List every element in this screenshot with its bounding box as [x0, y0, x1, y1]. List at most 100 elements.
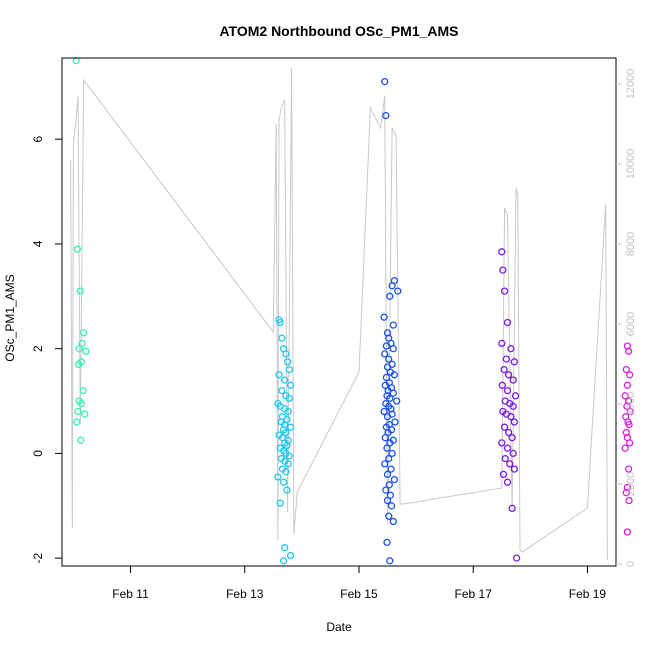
data-point	[76, 287, 84, 295]
series-1	[274, 316, 295, 565]
data-point	[512, 554, 521, 562]
data-point	[276, 499, 284, 507]
x-tick-label: Feb 13	[226, 587, 264, 601]
data-point	[77, 399, 86, 408]
x-tick-label: Feb 17	[455, 587, 493, 601]
data-point	[282, 350, 290, 358]
altitude-series-line	[70, 67, 608, 561]
data-point	[393, 397, 401, 405]
secondary-y-axis: 0 2000 4000 6000 8000 10000 12000	[616, 69, 637, 567]
data-point	[500, 365, 508, 374]
data-point	[506, 460, 514, 468]
data-point	[380, 407, 388, 416]
data-point	[625, 496, 633, 505]
data-point	[498, 439, 506, 447]
data-point	[79, 386, 87, 395]
y2-tick-label: 0	[625, 561, 637, 567]
data-point	[507, 413, 515, 421]
data-point	[623, 528, 632, 536]
y2-tick-label: 12000	[625, 69, 637, 100]
y-tick-label: 6	[31, 136, 45, 143]
data-point	[282, 468, 290, 476]
data-point	[383, 444, 391, 452]
data-point	[80, 329, 88, 337]
data-point	[286, 551, 295, 560]
data-point	[501, 454, 509, 463]
data-point	[281, 544, 289, 552]
data-point	[388, 449, 396, 458]
plot-frame	[61, 57, 617, 567]
data-point	[381, 434, 389, 442]
data-point	[507, 345, 515, 353]
data-point	[626, 439, 634, 447]
data-point	[278, 386, 286, 395]
data-point	[382, 486, 390, 494]
data-point	[498, 248, 506, 256]
data-point	[283, 486, 291, 494]
data-point	[385, 512, 393, 520]
data-point	[510, 465, 518, 473]
data-point	[285, 452, 293, 460]
data-point	[510, 358, 518, 366]
data-point	[385, 355, 393, 363]
data-point	[274, 473, 282, 481]
data-point	[626, 407, 634, 416]
data-point	[286, 423, 295, 431]
data-point	[499, 470, 508, 479]
data-point	[281, 376, 289, 384]
y2-tick-label: 10000	[625, 149, 637, 180]
y-axis: -2 0 2 4 6	[31, 136, 62, 563]
data-point	[500, 287, 509, 295]
data-point	[511, 392, 520, 400]
data-point	[282, 428, 290, 437]
series-4	[621, 342, 634, 536]
plot-area	[61, 56, 634, 567]
data-point	[283, 441, 291, 450]
x-axis-label: Date	[326, 620, 352, 634]
data-point	[500, 423, 509, 431]
data-point	[394, 287, 402, 295]
data-point	[621, 392, 629, 400]
data-point	[74, 360, 83, 369]
data-point	[279, 478, 288, 486]
data-point	[509, 449, 517, 458]
series-0	[72, 56, 90, 444]
y-tick-label: 2	[31, 345, 45, 352]
data-point	[498, 339, 506, 348]
data-point	[509, 376, 517, 384]
data-point	[386, 394, 394, 403]
data-point	[624, 465, 633, 473]
data-point	[284, 407, 292, 416]
x-tick-label: Feb 15	[340, 587, 378, 601]
data-point	[383, 413, 392, 421]
data-point	[381, 77, 389, 86]
data-point	[504, 428, 513, 437]
data-point	[387, 502, 396, 510]
data-point	[283, 358, 292, 366]
data-point	[504, 371, 513, 379]
data-point	[75, 345, 83, 353]
data-point	[389, 517, 397, 526]
data-point	[286, 381, 295, 389]
x-tick-label: Feb 11	[112, 587, 149, 601]
x-tick-label: Feb 19	[569, 587, 607, 601]
data-point	[626, 371, 634, 379]
data-point	[275, 371, 283, 379]
data-point	[622, 489, 630, 497]
data-point	[284, 460, 292, 468]
altitude-line	[70, 67, 608, 561]
data-point	[386, 557, 394, 565]
data-point	[279, 557, 288, 565]
data-point	[390, 475, 399, 484]
data-point	[382, 342, 391, 350]
data-point	[389, 389, 397, 397]
data-point	[498, 381, 506, 389]
data-point	[388, 282, 396, 290]
data-point	[625, 420, 633, 429]
data-point	[74, 407, 82, 416]
data-point	[81, 410, 89, 418]
data-point	[381, 350, 389, 358]
x-axis: Feb 11 Feb 13 Feb 15 Feb 17 Feb 19	[112, 566, 606, 601]
data-point	[622, 365, 630, 374]
